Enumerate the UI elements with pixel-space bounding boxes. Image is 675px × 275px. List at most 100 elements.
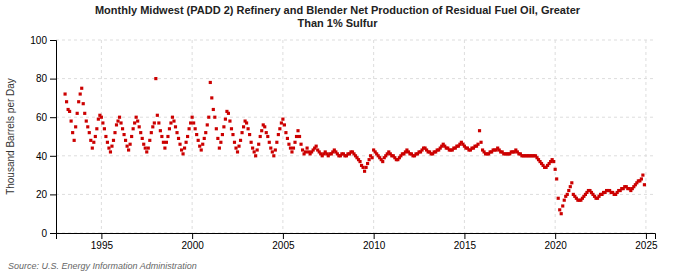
point (260, 129, 263, 132)
x-tick-label: 2025 (635, 240, 658, 251)
y-tick: 0 (41, 228, 56, 239)
point (250, 141, 253, 144)
grid-line-x (645, 40, 646, 233)
x-tick-mark (192, 233, 193, 239)
title-line: Monthly Midwest (PADD 2) Refinery and Bl… (95, 4, 581, 16)
point (138, 125, 141, 128)
x-tick: 2000 (182, 233, 205, 251)
x-tick-mark (283, 233, 284, 239)
point (230, 127, 233, 130)
point (171, 116, 174, 119)
point (195, 133, 198, 136)
y-axis: 020406080100 (30, 35, 56, 239)
point (641, 174, 644, 177)
point (122, 133, 125, 136)
point (478, 129, 481, 132)
x-tick-mark (374, 233, 375, 239)
point (82, 102, 85, 105)
x-tick-label: 1995 (91, 240, 114, 251)
point (283, 123, 286, 126)
point (224, 118, 227, 121)
point (201, 143, 204, 146)
point (361, 166, 364, 169)
grid-line-y (56, 117, 655, 118)
x-tick-label: 2000 (182, 240, 205, 251)
point (192, 121, 195, 124)
point (570, 181, 573, 184)
point (216, 137, 219, 140)
point (162, 141, 165, 144)
point (80, 87, 83, 90)
x-axis: 1995200020052010201520202025 (57, 233, 658, 251)
x-tick: 2025 (635, 233, 658, 251)
point (239, 139, 242, 142)
point (136, 119, 139, 122)
point (476, 143, 479, 146)
point (204, 131, 207, 134)
point (315, 145, 318, 148)
point (228, 119, 231, 122)
point (381, 160, 384, 163)
point (86, 125, 89, 128)
point (263, 125, 266, 128)
point (135, 116, 138, 119)
point (207, 116, 210, 119)
point (65, 100, 68, 103)
point (181, 152, 184, 155)
point (237, 145, 240, 148)
point (144, 146, 147, 149)
point (174, 125, 177, 128)
point (110, 145, 113, 148)
point (73, 139, 76, 142)
annotation: Source: U.S. Energy Information Administ… (8, 261, 197, 271)
point (76, 112, 79, 115)
point (150, 131, 153, 134)
point (561, 204, 564, 207)
point (74, 125, 77, 128)
y-tick: 100 (30, 35, 56, 46)
point (554, 168, 557, 171)
point (178, 143, 181, 146)
point (278, 127, 281, 130)
point (147, 146, 150, 149)
point (139, 131, 142, 134)
point (157, 121, 160, 124)
point (363, 170, 366, 173)
point (231, 133, 234, 136)
point (274, 148, 277, 151)
point (186, 135, 189, 138)
y-tick-mark (50, 233, 56, 234)
point (116, 119, 119, 122)
point (159, 129, 162, 132)
point (234, 146, 237, 149)
point (215, 127, 218, 130)
y-tick-mark (50, 194, 56, 195)
point (277, 133, 280, 136)
point (133, 121, 136, 124)
point (368, 158, 371, 161)
point (358, 160, 361, 163)
point (63, 92, 66, 95)
title-line: Than 1% Sulfur (297, 17, 378, 29)
point (555, 177, 558, 180)
point (293, 141, 296, 144)
point (148, 139, 151, 142)
point (296, 129, 299, 132)
point (221, 133, 224, 136)
point (91, 146, 94, 149)
point (163, 146, 166, 149)
point (219, 141, 222, 144)
y-tick-mark (50, 117, 56, 118)
x-tick: 1995 (91, 233, 114, 251)
y-tick-label: 0 (41, 228, 47, 239)
y-tick-label: 20 (36, 189, 48, 200)
point (227, 112, 230, 115)
point (245, 121, 248, 124)
x-axis-line (57, 234, 656, 240)
point (640, 177, 643, 180)
point (198, 145, 201, 148)
y-tick-mark (50, 79, 56, 80)
point (89, 139, 92, 142)
point (200, 148, 203, 151)
point (209, 81, 212, 84)
